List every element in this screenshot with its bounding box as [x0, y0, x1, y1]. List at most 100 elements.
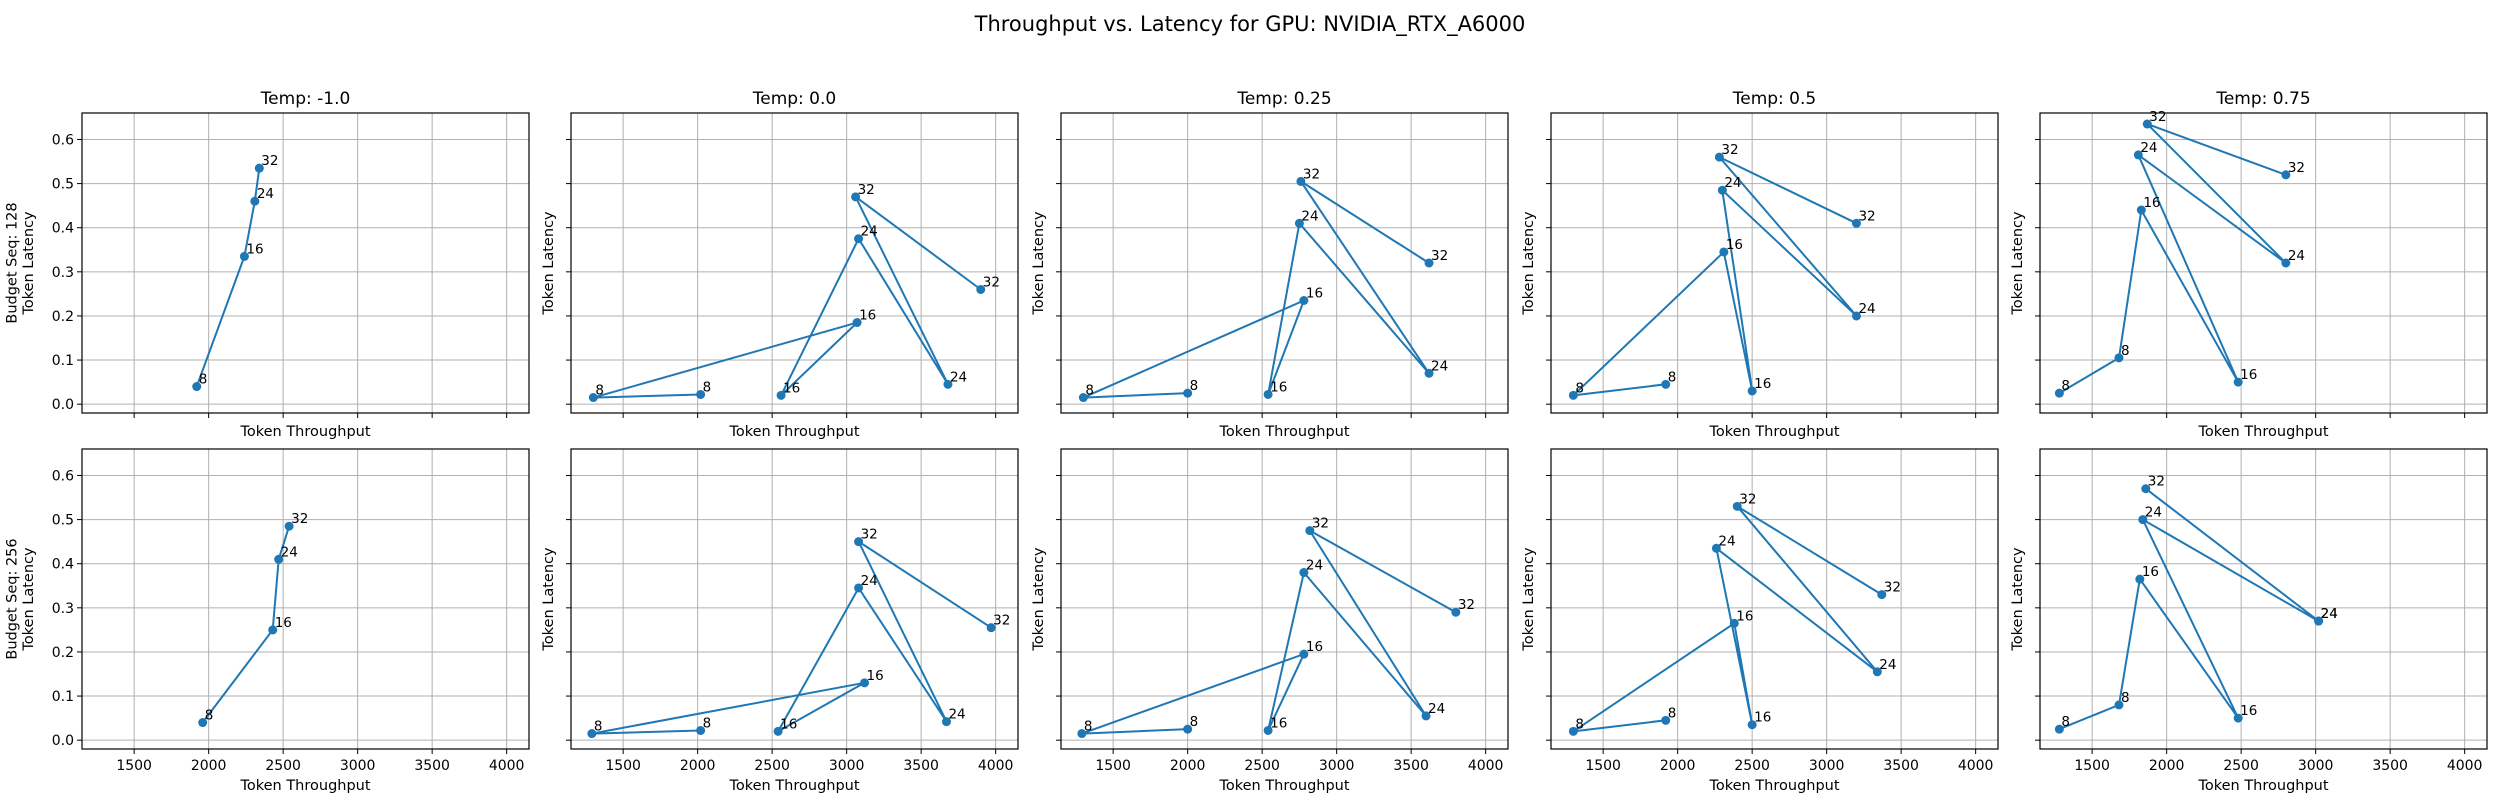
x-axis-label: Token Throughput [1218, 778, 1349, 794]
data-point [1305, 526, 1315, 536]
data-point [941, 717, 951, 727]
series-line [591, 538, 992, 735]
data-point [587, 729, 597, 739]
data-label: 16 [1270, 379, 1287, 395]
data-label: 8 [1190, 714, 1199, 730]
subplot-r1-c2: 1500 2000 2500 3000 3500 4000 Token Throughput… [1031, 448, 1509, 794]
data-point [192, 382, 202, 392]
data-point [1872, 667, 1882, 677]
x-tick-label: 4000 [978, 758, 1014, 774]
x-axis-label: Token Throughput [728, 778, 859, 794]
y-axis-label-line: Token Latency [2010, 211, 2026, 316]
subplot-r1-c3: 1500 2000 2500 3000 3500 4000 Token Throughput… [1521, 448, 1999, 794]
x-tick-label: 4000 [1468, 758, 1504, 774]
subplot-title: Temp: 0.0 [752, 89, 836, 109]
data-point [2135, 574, 2145, 584]
x-axis-label: Token Throughput [728, 424, 859, 440]
data-point [2142, 119, 2152, 129]
data-label: 24 [2140, 140, 2157, 156]
data-label: 16 [867, 668, 884, 684]
series-line [593, 195, 982, 399]
data-label: 8 [595, 383, 604, 399]
data-label: 32 [291, 511, 308, 527]
data-label: 8 [1668, 369, 1677, 385]
y-axis-label: Token Latency [2010, 547, 2026, 652]
subplot-r1-c1: 1500 2000 2500 3000 3500 4000 Token Throughput… [541, 448, 1019, 794]
subplot-r0-c4: Temp: 0.75 Token Throughput Token Latency 8… [2010, 89, 2488, 440]
x-tick-label: 4000 [489, 758, 525, 774]
subplot-r0-c2: Temp: 0.25 Token Throughput Token Latency 8… [1031, 89, 1509, 440]
series-line [2059, 487, 2320, 731]
data-point [1299, 568, 1309, 578]
data-point [1747, 386, 1757, 396]
data-label: 16 [2240, 703, 2257, 719]
data-label: 24 [257, 186, 274, 202]
data-point [776, 390, 786, 400]
data-label: 8 [1084, 719, 1093, 735]
data-point [198, 718, 208, 728]
y-tick-label: 0.3 [52, 265, 74, 281]
data-point [2114, 353, 2124, 363]
data-point [1851, 218, 1861, 228]
data-label: 16 [1754, 376, 1771, 392]
series-line [1572, 505, 1883, 733]
x-tick-label: 2500 [265, 758, 301, 774]
data-label: 8 [1190, 378, 1199, 394]
data-label: 32 [1721, 142, 1738, 158]
data-point [986, 623, 996, 633]
x-tick-label: 2000 [680, 758, 716, 774]
data-point [1299, 296, 1309, 305]
data-point [1424, 368, 1434, 378]
y-tick-label: 0.6 [52, 132, 74, 148]
y-axis-label-line: Token Latency [541, 547, 557, 652]
y-tick-label: 0.4 [52, 557, 74, 573]
data-point [854, 537, 864, 547]
data-point [1451, 607, 1461, 617]
data-point [268, 625, 278, 635]
x-tick-label: 1500 [116, 758, 152, 774]
data-point [1263, 389, 1273, 399]
data-point [1294, 218, 1304, 228]
data-label: 24 [2288, 248, 2305, 264]
plot-frame [81, 112, 530, 414]
data-point [2141, 484, 2151, 494]
data-point [1077, 729, 1087, 739]
data-label: 24 [2145, 505, 2162, 521]
subplot-title: Temp: 0.5 [1732, 89, 1816, 109]
y-axis-label-line: Token Latency [21, 211, 37, 316]
data-point [1851, 311, 1861, 321]
data-point [1717, 185, 1727, 195]
data-point [1078, 393, 1088, 403]
data-point [2233, 713, 2243, 723]
data-label: 24 [1724, 175, 1741, 191]
y-axis-label-line: Token Latency [1521, 547, 1537, 652]
data-point [2133, 150, 2143, 160]
y-tick-label: 0.0 [52, 397, 74, 413]
data-label: 16 [275, 615, 292, 631]
data-point [2054, 388, 2064, 398]
data-label: 8 [703, 715, 712, 731]
x-tick-label: 3500 [1883, 758, 1919, 774]
y-axis-label-line: Token Latency [1031, 211, 1047, 316]
plot-frame [81, 448, 530, 750]
y-axis-label: Token Latency [541, 547, 557, 652]
x-tick-label: 3500 [2372, 758, 2408, 774]
data-point [1747, 720, 1757, 730]
data-label: 16 [1754, 710, 1771, 726]
y-axis-label: Token Latency [1031, 211, 1047, 316]
data-point [588, 393, 598, 403]
data-label: 8 [199, 372, 208, 388]
data-point [1568, 726, 1578, 736]
x-tick-label: 2000 [1170, 758, 1206, 774]
data-point [1568, 390, 1578, 400]
y-axis-label: Token Latency [541, 211, 557, 316]
y-axis-label-line: Token Latency [2010, 547, 2026, 652]
y-tick-label: 0.2 [52, 309, 74, 325]
data-label: 24 [948, 707, 965, 723]
data-label: 8 [2121, 343, 2130, 359]
data-point [254, 163, 264, 173]
x-axis-label: Token Throughput [239, 424, 370, 440]
data-point [2138, 515, 2148, 525]
data-label: 32 [2288, 160, 2305, 176]
data-point [1296, 176, 1306, 186]
